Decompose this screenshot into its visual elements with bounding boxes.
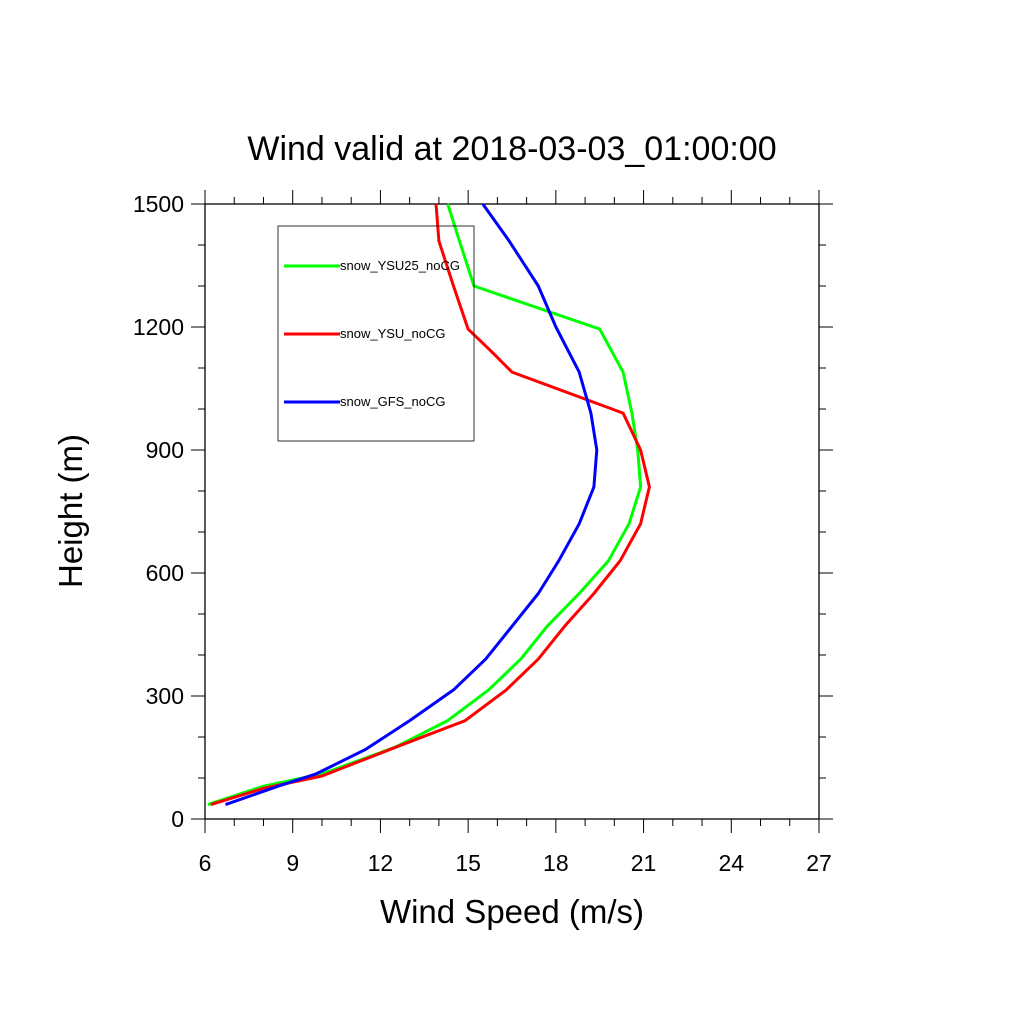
legend-label-1: snow_YSU_noCG xyxy=(340,326,446,341)
legend-label-2: snow_GFS_noCG xyxy=(340,394,446,409)
x-tick-label: 12 xyxy=(368,850,394,876)
y-tick-label: 1200 xyxy=(133,314,184,340)
plot-frame xyxy=(204,203,820,820)
x-tick-label: 18 xyxy=(543,850,569,876)
x-tick-label: 9 xyxy=(286,850,299,876)
y-tick-label: 600 xyxy=(146,560,184,586)
y-axis-label: Height (m) xyxy=(52,434,89,588)
series-line-snow_YSU_noCG xyxy=(210,203,651,807)
x-tick-label: 21 xyxy=(631,850,657,876)
x-tick-label: 15 xyxy=(455,850,481,876)
series-line-snow_GFS_noCG xyxy=(225,203,599,807)
legend-label-0: snow_YSU25_noCG xyxy=(340,258,460,273)
series-lines xyxy=(207,203,651,807)
y-tick-label: 0 xyxy=(171,806,184,832)
series-line-snow_YSU25_noCG xyxy=(207,203,643,807)
y-tick-label: 900 xyxy=(146,437,184,463)
legend: snow_YSU25_noCG snow_YSU_noCG snow_GFS_n… xyxy=(277,225,475,442)
y-tick-label: 1500 xyxy=(133,191,184,217)
chart-title: Wind valid at 2018-03-03_01:00:00 xyxy=(247,130,776,168)
legend-box xyxy=(277,225,475,442)
axis-ticks xyxy=(191,190,833,833)
x-tick-label: 6 xyxy=(199,850,212,876)
plot-area: 6 9 12 15 18 21 24 27 0 300 600 900 1200 1500 xyxy=(133,190,833,876)
x-axis-label: Wind Speed (m/s) xyxy=(380,893,644,930)
axis-tick-labels: 6 9 12 15 18 21 24 27 0 300 600 900 1200 1500 xyxy=(133,191,832,876)
y-tick-label: 300 xyxy=(146,683,184,709)
x-tick-label: 24 xyxy=(718,850,744,876)
x-tick-label: 27 xyxy=(806,850,832,876)
